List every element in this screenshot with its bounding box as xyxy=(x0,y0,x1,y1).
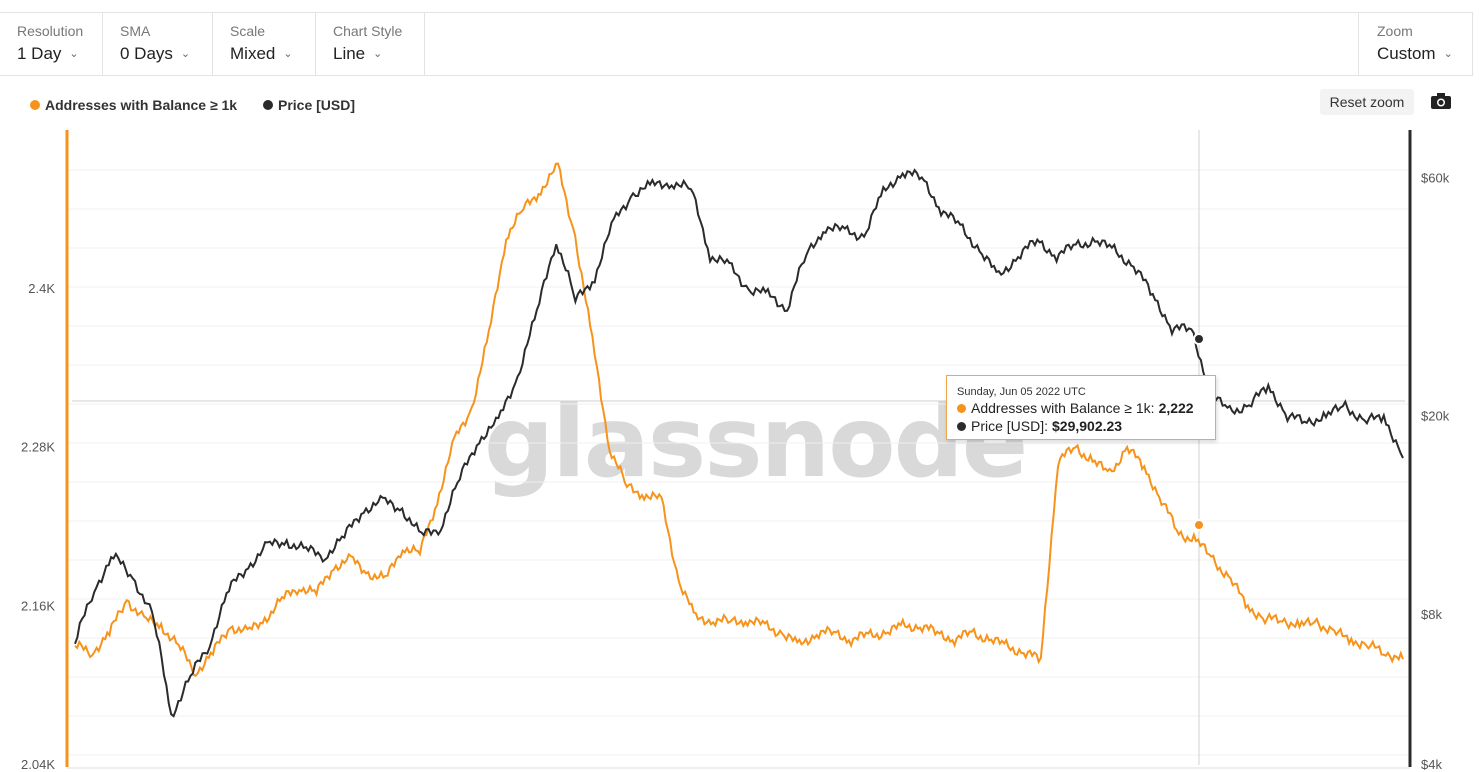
tooltip-date: Sunday, Jun 05 2022 UTC xyxy=(957,386,1086,398)
right-axis-tick-label: $8k xyxy=(1421,607,1442,622)
zoom-label: Zoom xyxy=(1377,23,1413,39)
sma-value: 0 Days xyxy=(120,44,173,63)
legend-item-price[interactable]: Price [USD] xyxy=(263,97,355,113)
chevron-down-icon: ⌄ xyxy=(69,48,79,60)
chart-style-value: Line xyxy=(333,44,366,63)
chart-tooltip: Sunday, Jun 05 2022 UTC Addresses with B… xyxy=(946,375,1216,440)
tooltip-value-addresses: 2,222 xyxy=(1158,400,1194,416)
legend-label-addresses: Addresses with Balance ≥ 1k xyxy=(45,97,238,113)
tooltip-label-addresses: Addresses with Balance ≥ 1k: xyxy=(971,400,1155,416)
hover-marker-price xyxy=(1193,333,1205,345)
resolution-label: Resolution xyxy=(17,23,84,39)
scale-value: Mixed xyxy=(230,44,276,63)
chart-style-dropdown[interactable]: Chart Style Line ⌄ xyxy=(316,13,425,75)
resolution-dropdown[interactable]: Resolution 1 Day ⌄ xyxy=(0,13,103,75)
zoom-value: Custom xyxy=(1377,44,1436,63)
chevron-down-icon: ⌄ xyxy=(373,48,383,60)
sma-dropdown[interactable]: SMA 0 Days ⌄ xyxy=(103,13,213,75)
series-line-addresses xyxy=(74,162,1404,677)
tooltip-dot-addresses xyxy=(957,403,966,413)
series-line-price xyxy=(74,168,1404,718)
tooltip-label-price: Price [USD]: xyxy=(971,418,1049,434)
legend-item-addresses[interactable]: Addresses with Balance ≥ 1k xyxy=(30,97,237,113)
scale-label: Scale xyxy=(230,23,266,39)
scale-dropdown[interactable]: Scale Mixed ⌄ xyxy=(213,13,316,75)
hover-marker-addresses xyxy=(1193,519,1205,531)
resolution-value: 1 Day xyxy=(17,44,62,63)
left-axis-tick-label: 2.4K xyxy=(28,281,55,296)
chevron-down-icon: ⌄ xyxy=(180,48,191,60)
sma-label: SMA xyxy=(120,23,151,39)
reset-zoom-button[interactable]: Reset zoom xyxy=(1320,89,1414,115)
right-axis-tick-label: $4k xyxy=(1421,757,1442,772)
left-axis-tick-label: 2.28K xyxy=(21,440,55,455)
chevron-down-icon: ⌄ xyxy=(283,48,293,60)
tooltip-dot-price xyxy=(957,421,966,431)
right-axis-tick-label: $20k xyxy=(1421,408,1450,423)
legend-dot-price xyxy=(263,100,273,110)
tooltip-value-price: $29,902.23 xyxy=(1052,418,1123,434)
left-axis-tick-label: 2.16K xyxy=(21,598,55,613)
zoom-dropdown[interactable]: Zoom Custom ⌄ xyxy=(1358,13,1472,75)
chart-style-label: Chart Style xyxy=(333,23,403,39)
legend-dot-addresses xyxy=(30,100,40,110)
chart-legend: Addresses with Balance ≥ 1k Price [USD] xyxy=(30,97,377,113)
legend-label-price: Price [USD] xyxy=(278,97,356,113)
chevron-down-icon: ⌄ xyxy=(1443,48,1453,60)
left-axis-tick-label: 2.04K xyxy=(21,757,55,772)
toolbar: Resolution 1 Day ⌄ SMA 0 Days ⌄ Scale Mixe… xyxy=(0,12,1473,76)
camera-icon[interactable] xyxy=(1430,91,1452,111)
right-axis-tick-label: $60k xyxy=(1421,170,1450,185)
